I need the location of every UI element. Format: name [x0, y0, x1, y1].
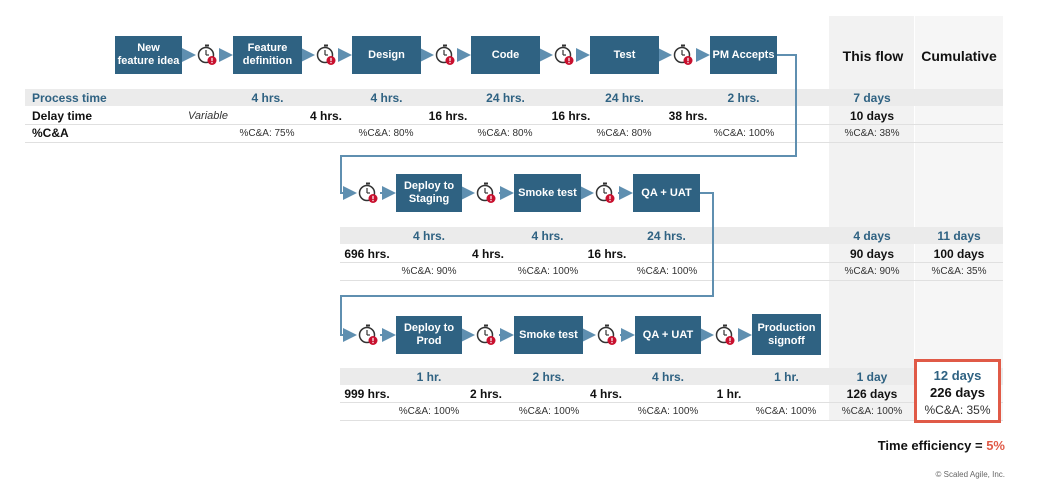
delay-time-value: 2 hrs. — [469, 387, 502, 401]
delay-time-value: 16 hrs. — [551, 109, 591, 123]
cumulative-total-cpa: %C&A: 35% — [924, 403, 991, 417]
stopwatch-icon — [357, 182, 379, 204]
cumulative-total-highlight — [914, 359, 1001, 423]
stopwatch-icon — [475, 324, 497, 346]
cpa-value: %C&A: 100% — [398, 406, 460, 417]
this-flow-delay: 126 days — [846, 387, 898, 401]
this-flow-cpa: %C&A: 90% — [844, 266, 900, 277]
this-flow-column — [829, 16, 914, 421]
stopwatch-icon — [196, 44, 218, 66]
process-time-value: 4 hrs. — [531, 229, 564, 243]
step-box-smoke-test-prod: Smoke test — [514, 316, 583, 354]
process-band-3 — [340, 368, 1003, 385]
step-box-qa-uat: QA + UAT — [633, 174, 700, 212]
stopwatch-icon — [553, 44, 575, 66]
cpa-value: %C&A: 100% — [637, 406, 699, 417]
this-flow-cpa: %C&A: 38% — [844, 128, 900, 139]
cpa-value: %C&A: 100% — [517, 266, 579, 277]
this-flow-header: This flow — [842, 48, 904, 64]
this-flow-delay: 90 days — [849, 247, 895, 261]
cumulative-header: Cumulative — [921, 48, 997, 64]
delay-time-value: 1 hr. — [716, 387, 742, 401]
stopwatch-icon — [475, 182, 497, 204]
this-flow-process: 4 days — [853, 229, 891, 243]
step-box-production-signoff: Production signoff — [752, 314, 821, 355]
step-box-smoke-test: Smoke test — [514, 174, 581, 212]
cpa-value: %C&A: 80% — [477, 128, 533, 139]
delay-time-value: 16 hrs. — [587, 247, 627, 261]
this-flow-cpa: %C&A: 100% — [841, 406, 903, 417]
delay-time-value: 4 hrs. — [471, 247, 504, 261]
cpa-value: %C&A: 80% — [358, 128, 414, 139]
process-time-label: Process time — [32, 91, 107, 105]
cumulative-total-delay: 226 days — [930, 385, 985, 400]
process-band-2 — [340, 227, 1003, 244]
process-band-1 — [25, 89, 1003, 106]
this-flow-process: 7 days — [853, 91, 891, 105]
time-efficiency-label: Time efficiency = — [877, 438, 987, 453]
cumulative-cpa: %C&A: 35% — [931, 266, 987, 277]
this-flow-delay: 10 days — [849, 109, 895, 123]
delay-time-value: 4 hrs. — [589, 387, 622, 401]
stopwatch-icon — [434, 44, 456, 66]
time-efficiency-value: 5% — [986, 438, 1005, 453]
stopwatch-icon — [315, 44, 337, 66]
cpa-value: %C&A: 80% — [596, 128, 652, 139]
cumulative-column — [915, 16, 1003, 421]
step-box-design: Design — [352, 36, 421, 74]
process-time-value: 1 hr. — [416, 370, 442, 384]
stopwatch-icon — [594, 182, 616, 204]
this-flow-process: 1 day — [856, 370, 888, 384]
process-time-value: 2 hrs. — [727, 91, 760, 105]
cpa-label: %C&A — [32, 126, 69, 140]
delay-time-value: 4 hrs. — [309, 109, 342, 123]
time-efficiency: Time efficiency = 5% — [878, 438, 1005, 453]
process-time-value: 4 hrs. — [651, 370, 684, 384]
step-box-test: Test — [590, 36, 659, 74]
stopwatch-icon — [357, 324, 379, 346]
step-box-code: Code — [471, 36, 540, 74]
delay-time-value: 38 hrs. — [668, 109, 708, 123]
cpa-value: %C&A: 100% — [755, 406, 817, 417]
process-time-value: 24 hrs. — [486, 91, 525, 105]
stopwatch-icon — [596, 324, 618, 346]
cumulative-delay: 100 days — [933, 247, 985, 261]
cumulative-process: 11 days — [937, 229, 981, 243]
process-time-value: 1 hr. — [774, 370, 799, 384]
stopwatch-icon — [714, 324, 736, 346]
step-box-feature-definition: Feature definition — [233, 36, 302, 74]
cpa-value: %C&A: 100% — [636, 266, 698, 277]
step-box-deploy-to-staging: Deploy to Staging — [396, 174, 462, 212]
cpa-value: %C&A: 75% — [239, 128, 295, 139]
process-time-value: 4 hrs. — [251, 91, 284, 105]
delay-time-value: 696 hrs. — [344, 247, 390, 261]
process-time-value: 2 hrs. — [532, 370, 565, 384]
process-time-value: 4 hrs. — [370, 91, 403, 105]
stopwatch-icon — [672, 44, 694, 66]
variable-label: Variable — [188, 110, 228, 122]
step-box-new-feature-idea: New feature idea — [115, 36, 182, 74]
process-time-value: 4 hrs. — [412, 229, 445, 243]
step-box-pm-accepts: PM Accepts — [710, 36, 777, 74]
step-box-deploy-to-prod: Deploy to Prod — [396, 316, 462, 354]
process-time-value: 24 hrs. — [605, 91, 644, 105]
delay-time-value: 16 hrs. — [428, 109, 468, 123]
cpa-value: %C&A: 100% — [713, 128, 775, 139]
cpa-value: %C&A: 100% — [518, 406, 580, 417]
cpa-value: %C&A: 90% — [401, 266, 457, 277]
delay-time-value: 999 hrs. — [344, 387, 390, 401]
copyright: © Scaled Agile, Inc. — [935, 470, 1006, 479]
step-box-qa-uat-prod: QA + UAT — [635, 316, 701, 354]
process-time-value: 24 hrs. — [647, 229, 686, 243]
cumulative-total-process: 12 days — [933, 368, 982, 383]
delay-time-label: Delay time — [32, 109, 93, 123]
